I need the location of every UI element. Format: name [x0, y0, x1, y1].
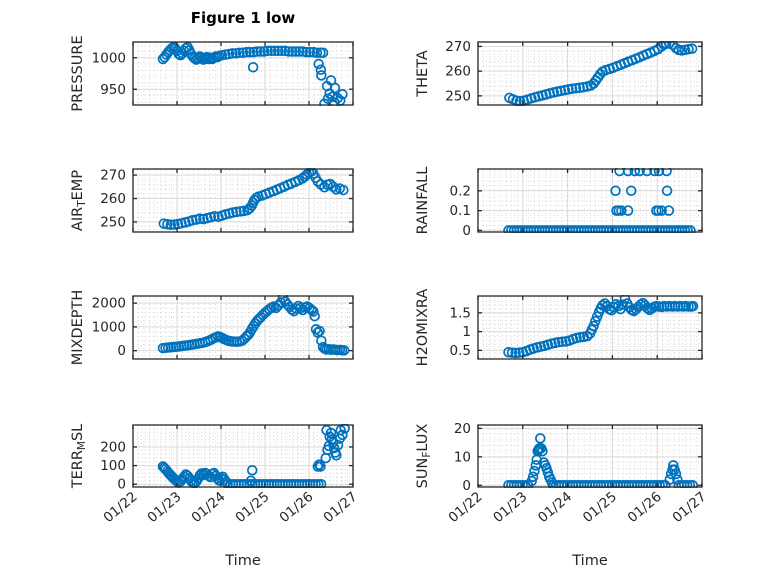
y-tick-label: 0 — [462, 478, 471, 494]
y-tick-label: 950 — [100, 82, 126, 98]
x-tick-label: 01/23 — [490, 489, 530, 526]
y-tick-label: 1000 — [92, 319, 126, 335]
subplot-sun-flux: 0 10 20 01/22 01/23 01/24 01/25 01/26 01/27 SUNFL… — [415, 421, 710, 526]
data-points — [503, 168, 696, 233]
y-tick-label: 20 — [454, 421, 471, 437]
subplot-pressure: 950 1000 PRESSURE — [70, 35, 354, 112]
axes-box — [132, 168, 354, 233]
y-tick-label: 1 — [462, 324, 471, 340]
subplot-h2omixra: 0.5 1 1.5 H2OMIXRA — [415, 289, 703, 367]
tick-marks — [477, 42, 703, 105]
y-tick-label: 100 — [100, 458, 126, 474]
tick-marks — [477, 169, 703, 232]
axes-box — [132, 424, 354, 488]
data-points — [157, 295, 350, 356]
axes-box — [132, 41, 354, 106]
y-tick-label: 270 — [445, 39, 471, 55]
y-tick-label: 260 — [445, 64, 471, 80]
y-axis-label: H2OMIXRA — [415, 289, 431, 367]
xlabel-time-right: Time — [572, 553, 608, 569]
data-points — [157, 424, 350, 488]
subplot-mixdepth: 0 1000 2000 MIXDEPTH — [70, 290, 354, 366]
y-axis-label: AIRTEMP — [70, 170, 88, 231]
y-tick-label: 250 — [100, 214, 126, 230]
subplot-terr-msl: 0 100 200 01/22 01/23 01/24 01/25 01/26 01/27 TER… — [70, 424, 361, 526]
y-axis-label: MIXDEPTH — [70, 290, 86, 366]
x-tick-label: 01/25 — [580, 489, 620, 526]
xlabel-time-left: Time — [225, 553, 261, 569]
y-tick-label: 10 — [454, 449, 471, 465]
y-tick-label: 1.5 — [450, 305, 471, 321]
tick-marks — [132, 425, 354, 487]
minor-grid — [133, 42, 353, 105]
x-tick-label: 01/24 — [188, 489, 228, 526]
major-grid — [133, 169, 353, 232]
subplot-rainfall: 0 0.1 0.2 RAINFALL — [415, 167, 703, 239]
tick-marks — [132, 296, 354, 359]
x-tick-label: 01/23 — [144, 489, 184, 526]
figure-title: Figure 1 low — [190, 9, 296, 27]
y-tick-label: 1000 — [92, 50, 126, 66]
minor-grid — [478, 169, 702, 232]
axes-box — [477, 295, 703, 360]
x-tick-label: 01/25 — [232, 489, 272, 526]
tick-marks — [477, 296, 703, 359]
y-axis-label: TERRMSL — [70, 424, 88, 490]
axes-box — [477, 41, 703, 106]
axes-box — [477, 168, 703, 233]
y-tick-label: 200 — [100, 439, 126, 455]
y-tick-label: 0.2 — [450, 183, 471, 199]
y-tick-label: 0.1 — [450, 203, 471, 219]
x-tick-label: 01/22 — [100, 489, 140, 526]
data-points — [503, 433, 698, 488]
x-tick-label: 01/26 — [625, 489, 665, 526]
y-axis-label: PRESSURE — [70, 35, 86, 111]
x-tick-label: 01/27 — [669, 489, 709, 526]
tick-marks — [477, 425, 703, 487]
subplot-theta: 250 260 270 THETA — [415, 39, 703, 106]
data-points — [157, 41, 348, 106]
data-points — [158, 168, 349, 230]
y-axis-label: SUNFLUX — [415, 424, 433, 489]
x-tick-label: 01/24 — [535, 489, 575, 526]
y-axis-label: RAINFALL — [415, 167, 431, 235]
minor-grid — [478, 425, 702, 487]
plot-area — [478, 425, 702, 487]
y-axis-label: THETA — [415, 50, 431, 98]
x-tick-label: 01/26 — [276, 489, 316, 526]
tick-marks — [132, 169, 354, 232]
x-tick-label: 01/27 — [320, 489, 360, 526]
y-tick-label: 250 — [445, 88, 471, 104]
x-tick-label: 01/22 — [445, 489, 485, 526]
data-points — [503, 295, 699, 359]
y-tick-label: 0 — [462, 223, 471, 239]
tick-marks — [132, 42, 354, 105]
y-tick-label: 0 — [117, 343, 126, 359]
y-tick-label: 260 — [100, 191, 126, 207]
y-tick-label: 0 — [117, 477, 126, 493]
y-tick-label: 2000 — [92, 296, 126, 312]
subplot-air-temp: 250 260 270 AIRTEMP — [70, 168, 354, 233]
axes-box — [477, 424, 703, 488]
y-tick-label: 270 — [100, 168, 126, 184]
data-points — [504, 41, 698, 106]
y-tick-label: 0.5 — [450, 343, 471, 359]
